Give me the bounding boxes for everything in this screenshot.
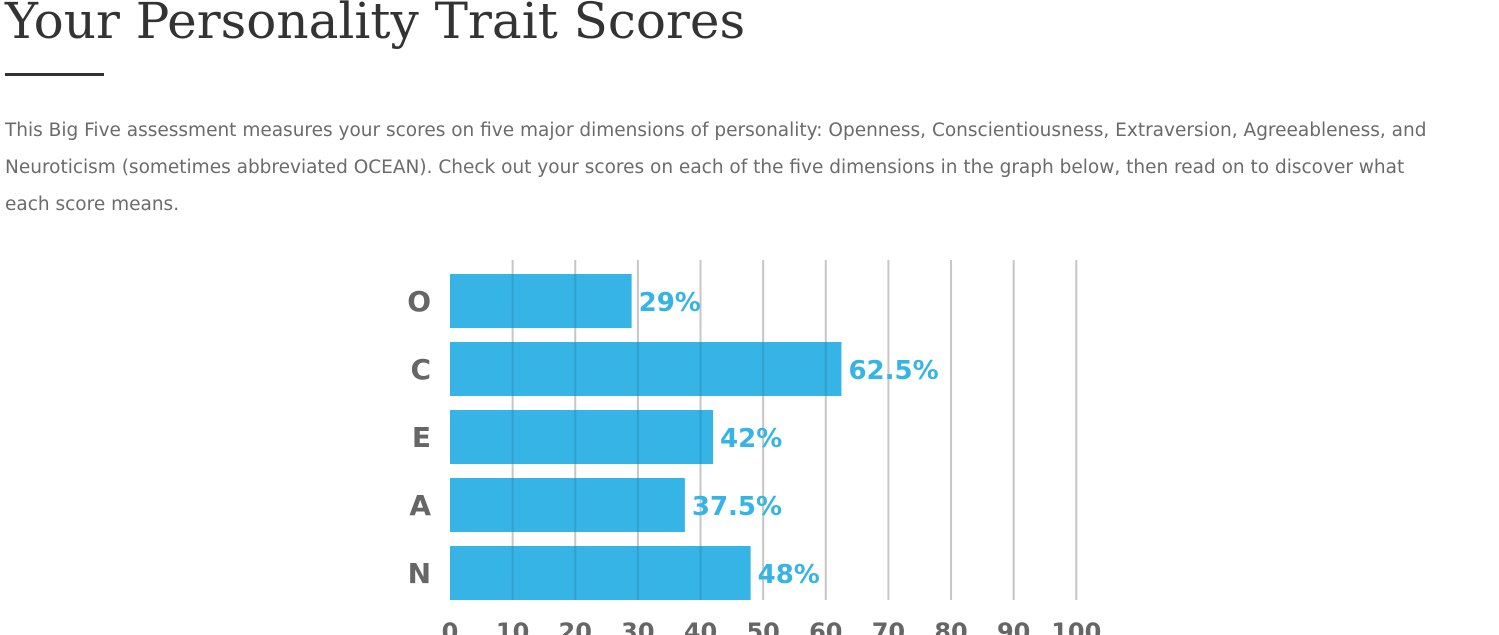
x-tick-label: 90: [997, 618, 1030, 635]
value-label: 29%: [639, 288, 701, 318]
bar: [450, 546, 751, 600]
bar: [450, 342, 842, 396]
value-label: 42%: [720, 424, 782, 454]
category-label: A: [409, 489, 431, 522]
category-label: O: [407, 285, 431, 318]
bars: [450, 260, 1078, 600]
value-label: 48%: [758, 560, 820, 590]
x-tick-label: 60: [809, 618, 842, 635]
title-underline: [5, 73, 104, 76]
bar: [450, 478, 685, 532]
x-tick-label: 100: [1051, 618, 1101, 635]
bar: [450, 410, 714, 464]
x-tick-label: 50: [746, 618, 779, 635]
x-tick-label: 80: [934, 618, 967, 635]
intro-paragraph: This Big Five assessment measures your s…: [5, 120, 1427, 215]
value-label: 62.5%: [848, 356, 938, 386]
x-tick-label: 20: [559, 618, 592, 635]
page-title: Your Personality Trait Scores: [5, 0, 746, 50]
bar: [450, 274, 632, 328]
x-tick-label: 10: [496, 618, 529, 635]
grid-lines: [511, 260, 1078, 600]
labels: 0 10 20 30 40 50 60 70 80 90 100 O 29% C 62.5% E 42% A 37.…: [407, 285, 1101, 635]
category-label: C: [410, 353, 431, 386]
x-tick-label: 40: [684, 618, 717, 635]
category-label: N: [408, 557, 431, 590]
category-label: E: [412, 421, 431, 454]
x-tick-label: 0: [442, 618, 459, 635]
value-label: 37.5%: [692, 492, 782, 522]
x-tick-label: 70: [872, 618, 905, 635]
x-tick-label: 30: [621, 618, 654, 635]
